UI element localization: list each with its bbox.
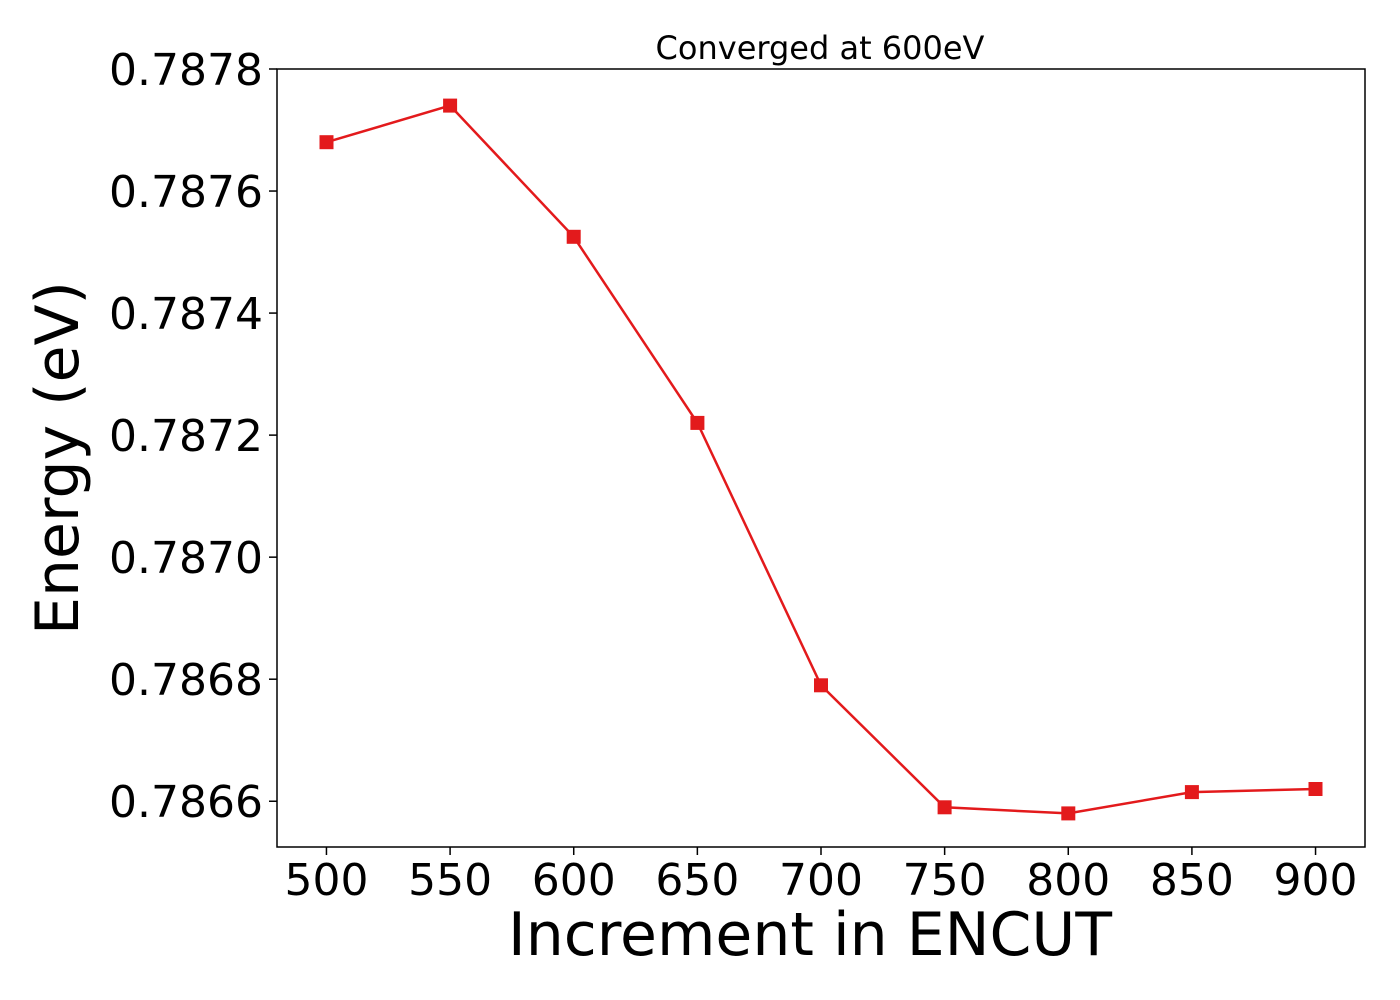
data-point [1061,806,1076,821]
y-axis-title: Energy (eV) [23,281,93,635]
x-tick-label: 800 [1026,855,1110,906]
y-tick-label: 0.7878 [109,45,263,96]
chart-title: Converged at 600eV [656,29,985,67]
y-tick-label: 0.7868 [109,655,263,706]
data-point [319,135,334,150]
data-point [814,678,828,693]
data-point [443,98,458,113]
plot-frame [276,68,1366,848]
x-axis-title: Increment in ENCUT [508,900,1112,970]
x-axis: 500 550 600 650 700 750 800 850 900 [284,847,1358,906]
data-point [690,415,705,430]
x-tick-label: 900 [1274,855,1358,906]
x-tick-label: 850 [1150,855,1234,906]
x-tick-label: 500 [284,855,368,906]
data-point [1308,782,1323,796]
series-line [326,104,1316,815]
y-tick-label: 0.7866 [109,777,263,828]
y-tick-label: 0.7872 [109,411,263,462]
y-tick-label: 0.7876 [109,167,263,218]
data-point [937,800,952,815]
x-tick-label: 550 [408,855,492,906]
x-tick-label: 650 [655,855,739,906]
data-point [566,229,581,244]
y-axis: 0.7866 0.7868 0.7870 0.7872 0.7874 0.7876 0.78… [109,45,277,828]
x-tick-label: 700 [779,855,863,906]
y-tick-label: 0.7874 [109,289,263,340]
x-tick-label: 600 [532,855,616,906]
x-tick-label: 750 [903,855,987,906]
data-point [1184,785,1199,800]
y-tick-label: 0.7870 [109,533,263,584]
plot-area [319,98,1323,821]
